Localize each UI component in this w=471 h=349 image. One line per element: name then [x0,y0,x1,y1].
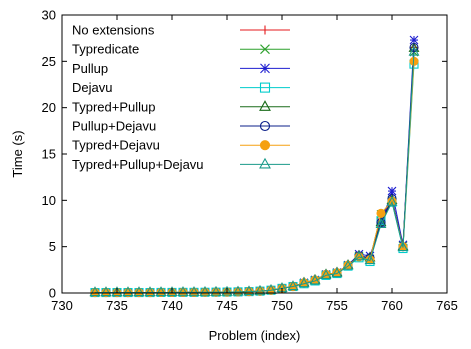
legend-label: Typred+Pullup [72,99,155,114]
data-point [375,218,387,228]
data-point [259,140,271,151]
data-point [144,286,156,297]
x-tick-label: 740 [161,298,183,313]
data-point [133,286,145,297]
data-point [287,280,299,291]
x-tick-label: 750 [271,298,293,313]
legend-label: Pullup [72,61,108,76]
data-point [155,286,167,296]
data-point [259,120,271,132]
y-tick-label: 5 [49,239,56,254]
y-tick-label: 30 [42,8,56,23]
data-point [254,285,266,295]
y-tick-label: 0 [49,286,56,301]
data-point [89,286,101,297]
data-point [298,277,310,288]
data-point [259,100,271,111]
data-point [320,269,332,279]
x-tick-label: 755 [326,298,348,313]
data-point [260,44,270,55]
data-point [221,285,233,296]
x-tick-label: 745 [216,298,238,313]
data-point [259,157,271,169]
data-point [397,241,409,252]
x-tick-label: 765 [436,298,458,313]
legend-label: Typred+Pullup+Dejavu [72,157,204,172]
data-point [260,25,270,35]
data-point [387,186,397,196]
x-tick-label: 730 [51,298,73,313]
data-point [331,267,343,278]
data-point [259,82,271,93]
data-point [376,208,386,218]
legend-label: Typred+Dejavu [72,138,160,153]
ticks-layer: 730 735 740 745 750 755 760 765 0 5 10 15 20 25 30 [42,8,458,314]
legend: No extensions Typredicate Pullup Dejavu Typr… [72,23,290,172]
legend-label: Typredicate [72,42,139,57]
data-point [243,285,255,296]
data-point [188,286,200,296]
series-7 [89,45,420,297]
data-point [166,286,178,296]
x-tick-label: 735 [106,298,128,313]
legend-label: No extensions [72,23,155,38]
data-point [353,250,365,261]
data-point [260,63,270,74]
data-point [342,260,354,270]
data-point [409,42,419,52]
x-axis-label: Problem (index) [209,328,301,343]
x-tick-label: 760 [381,298,403,313]
data-point [409,35,419,45]
y-tick-label: 25 [42,54,56,69]
y-tick-label: 15 [42,147,56,162]
legend-label: Pullup+Dejavu [72,119,156,134]
data-point [100,286,112,297]
y-axis-label: Time (s) [10,130,25,177]
data-point [232,285,244,296]
data-point [199,286,211,296]
legend-label: Dejavu [72,80,112,95]
data-point [177,286,189,296]
data-point [408,45,420,56]
data-point [309,274,321,285]
y-tick-label: 20 [42,100,56,115]
data-point [111,286,123,297]
y-tick-label: 10 [42,193,56,208]
data-point [210,286,222,296]
data-point [386,196,398,206]
data-point [364,254,376,265]
data-point [122,286,134,297]
